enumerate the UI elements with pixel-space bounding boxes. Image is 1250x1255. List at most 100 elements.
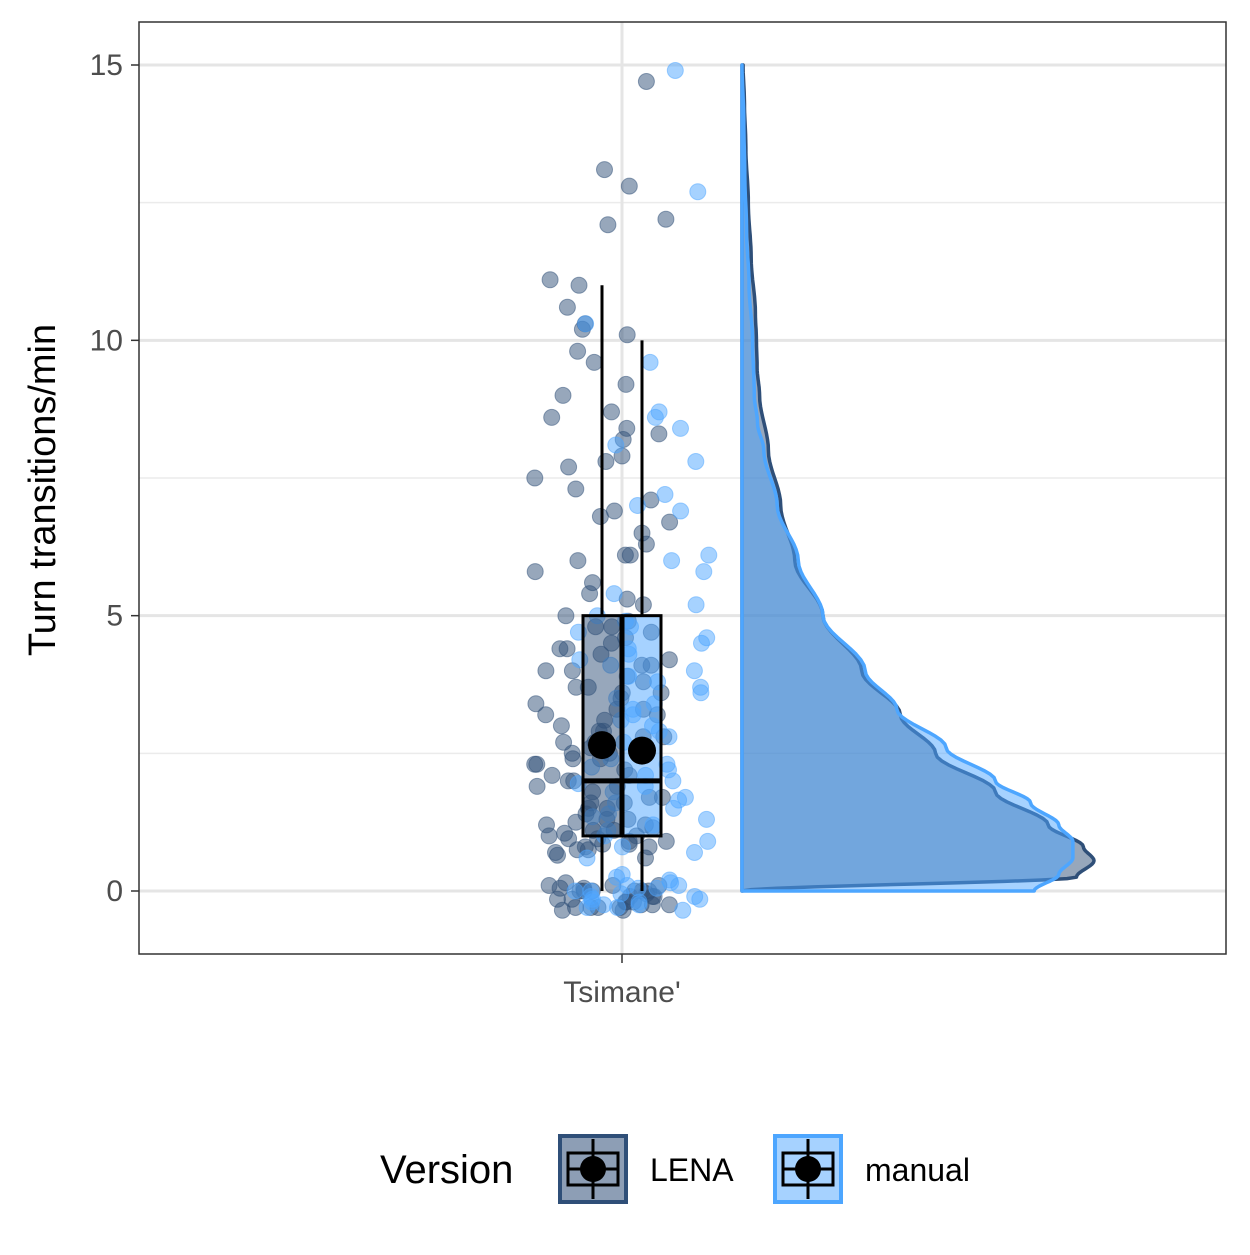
- legend-mean-dot: [795, 1156, 821, 1182]
- point-manual: [666, 62, 684, 79]
- legend-mean-dot: [580, 1156, 606, 1182]
- point-lena: [528, 755, 546, 773]
- point-manual: [691, 890, 709, 908]
- legend-title: Version: [380, 1148, 513, 1192]
- point-manual: [650, 403, 668, 421]
- point-lena: [526, 469, 544, 487]
- y-axis-title: Turn transitions/min: [22, 324, 64, 656]
- point-lena: [660, 651, 678, 669]
- point-lena: [616, 546, 634, 564]
- point-lena: [543, 766, 561, 784]
- point-manual: [605, 585, 623, 603]
- point-manual: [670, 791, 688, 809]
- legend: Version LENA manual: [380, 1134, 970, 1204]
- legend-label-lena: LENA: [650, 1152, 734, 1188]
- point-manual: [566, 882, 584, 900]
- point-manual: [692, 678, 710, 696]
- mean-manual: [628, 736, 656, 765]
- point-manual: [577, 315, 595, 333]
- point-manual: [607, 436, 625, 454]
- y-tick-label: 10: [90, 324, 123, 357]
- point-lena: [650, 425, 668, 443]
- point-manual: [663, 552, 681, 570]
- point-manual: [656, 486, 674, 503]
- point-lena: [591, 508, 609, 525]
- point-manual: [698, 810, 715, 828]
- point-manual: [672, 419, 689, 437]
- point-lena: [543, 408, 561, 426]
- point-manual: [686, 844, 703, 861]
- point-lena: [560, 458, 578, 476]
- point-lena: [540, 877, 558, 894]
- x-axis: Tsimane': [563, 954, 681, 1009]
- point-manual: [674, 901, 692, 919]
- point-manual: [629, 879, 647, 897]
- point-manual: [582, 882, 600, 900]
- point-lena: [557, 607, 575, 625]
- point-manual: [699, 832, 717, 850]
- plot-panel: [139, 22, 1226, 954]
- point-manual: [672, 502, 690, 520]
- point-manual: [613, 838, 631, 856]
- point-lena: [560, 830, 578, 848]
- point-manual: [685, 662, 703, 680]
- point-lena: [617, 375, 635, 393]
- legend-label-manual: manual: [865, 1152, 970, 1188]
- point-manual: [641, 353, 659, 371]
- point-lena: [618, 326, 636, 344]
- point-manual: [698, 629, 716, 647]
- point-lena: [555, 733, 573, 751]
- point-manual: [700, 546, 718, 564]
- x-tick-label: Tsimane': [563, 976, 680, 1009]
- point-lena: [558, 640, 576, 658]
- point-lena: [538, 816, 555, 834]
- point-lena: [618, 419, 636, 437]
- point-manual: [595, 896, 613, 914]
- point-lena: [585, 353, 603, 371]
- point-lena: [553, 901, 571, 919]
- point-lena: [603, 403, 620, 421]
- point-lena: [526, 563, 544, 581]
- point-lena: [596, 161, 613, 179]
- point-lena: [541, 271, 559, 289]
- point-lena: [537, 662, 555, 680]
- point-lena: [637, 73, 655, 90]
- point-lena: [558, 298, 576, 316]
- point-manual: [689, 183, 707, 201]
- point-manual: [578, 849, 596, 867]
- density-manual: [740, 63, 1075, 893]
- panel-border: [138, 21, 1227, 955]
- point-lena: [657, 210, 675, 228]
- point-lena: [620, 177, 638, 195]
- point-manual: [695, 563, 713, 581]
- y-tick-label: 0: [106, 875, 123, 908]
- point-lena: [527, 695, 545, 713]
- point-lena: [528, 777, 546, 795]
- point-manual: [687, 453, 705, 470]
- point-manual: [687, 596, 705, 614]
- point-lena: [584, 574, 601, 592]
- point-lena: [567, 480, 585, 498]
- mean-lena: [588, 731, 616, 760]
- point-lena: [570, 276, 588, 294]
- point-lena: [569, 342, 587, 360]
- legend-key-lena: LENA: [558, 1134, 734, 1204]
- legend-key-manual: manual: [773, 1134, 970, 1204]
- point-lena: [597, 453, 615, 470]
- point-lena: [599, 216, 617, 234]
- y-tick-label: 15: [90, 49, 123, 82]
- y-axis: 0 5 10 15: [90, 49, 139, 908]
- box-lena: [581, 614, 623, 838]
- point-lena: [537, 706, 555, 724]
- point-lena: [547, 844, 564, 861]
- point-lena: [554, 386, 572, 404]
- point-manual: [608, 868, 626, 886]
- point-lena: [552, 717, 570, 735]
- point-manual: [661, 871, 679, 889]
- boxplots: [581, 285, 663, 891]
- y-tick-label: 5: [106, 600, 123, 633]
- density-layer: [740, 63, 1096, 893]
- box-manual: [621, 614, 663, 838]
